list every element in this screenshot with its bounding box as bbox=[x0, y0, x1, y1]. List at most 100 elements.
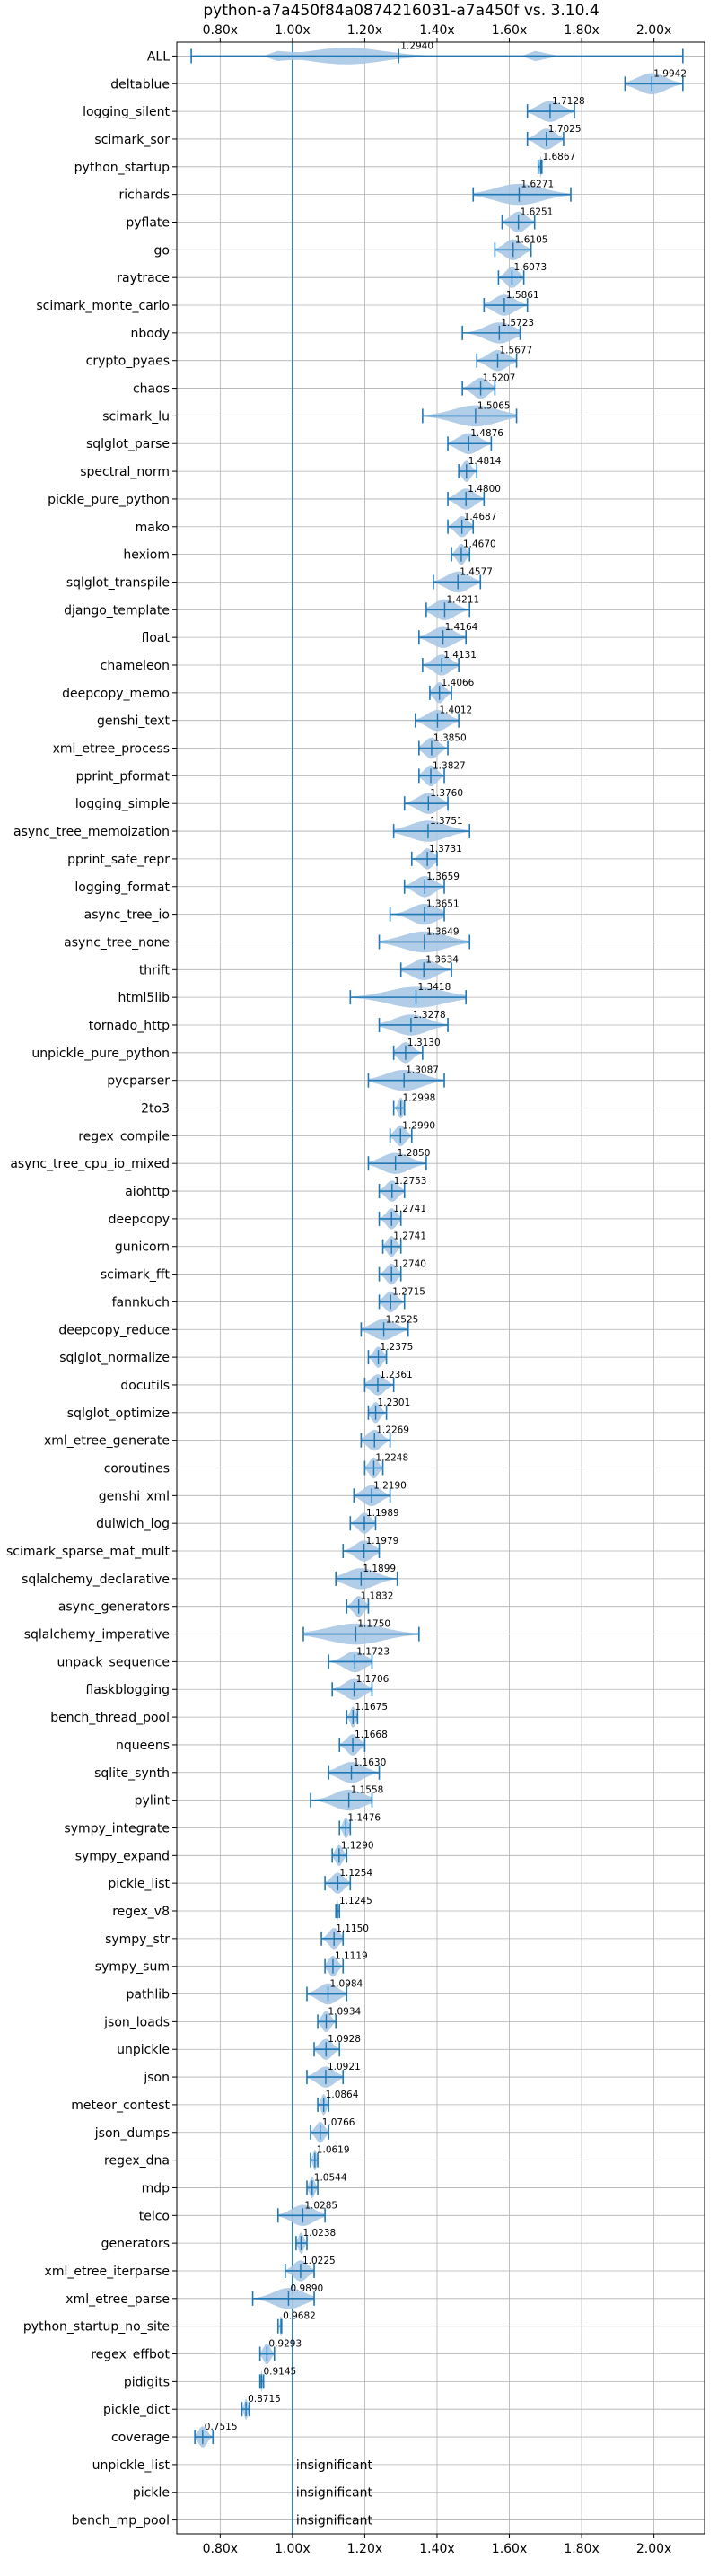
benchmark-label: bench_thread_pool bbox=[50, 1711, 170, 1725]
grid-layer bbox=[177, 42, 705, 2534]
benchmark-label: pickle_list bbox=[108, 1877, 170, 1891]
benchmark-label: sympy_sum bbox=[95, 1960, 170, 1975]
benchmark-label: django_template bbox=[64, 603, 170, 618]
benchmark-label: bench_mp_pool bbox=[72, 2514, 170, 2528]
benchmark-label: raytrace bbox=[117, 271, 170, 285]
x-tick-label-top: 1.20x bbox=[347, 23, 382, 38]
value-label: 1.3087 bbox=[406, 1065, 439, 1076]
value-label: 0.9682 bbox=[283, 2311, 316, 2322]
benchmark-label: sqlglot_parse bbox=[86, 437, 170, 451]
value-label: 1.1150 bbox=[336, 1923, 369, 1934]
benchmark-label: sqlglot_normalize bbox=[59, 1351, 170, 1365]
value-label: 1.6251 bbox=[521, 206, 554, 217]
value-label: 1.1476 bbox=[347, 1812, 381, 1823]
benchmark-label: xml_etree_parse bbox=[66, 2292, 170, 2307]
value-label: 1.2375 bbox=[381, 1342, 414, 1353]
benchmark-label: unpickle_list bbox=[92, 2458, 171, 2473]
benchmark-label: mdp bbox=[142, 2181, 171, 2195]
benchmark-label: pickle_dict bbox=[103, 2403, 171, 2417]
value-label: 1.5861 bbox=[506, 290, 539, 301]
value-label: 1.3827 bbox=[433, 760, 466, 771]
benchmark-label: pickle bbox=[133, 2486, 170, 2501]
value-label: 1.1254 bbox=[339, 1868, 372, 1879]
benchmark-label: nqueens bbox=[116, 1739, 170, 1753]
value-label: 1.2525 bbox=[386, 1314, 419, 1325]
value-label: 1.2741 bbox=[393, 1231, 426, 1242]
value-label: 1.1899 bbox=[363, 1564, 396, 1574]
value-label: 1.1668 bbox=[355, 1730, 388, 1740]
benchmark-label: mako bbox=[136, 521, 170, 535]
value-label: 1.4164 bbox=[445, 622, 478, 633]
benchmark-label: scimark_lu bbox=[102, 409, 170, 424]
benchmark-label: telco bbox=[139, 2209, 170, 2223]
benchmark-label: pylint bbox=[135, 1794, 171, 1809]
benchmark-label: logging_format bbox=[74, 881, 170, 895]
chart-title: python-a7a450f84a0874216031-a7a450f vs. … bbox=[203, 2, 599, 20]
insignificant-label: insignificant bbox=[296, 2486, 373, 2501]
value-label: 1.0225 bbox=[302, 2256, 336, 2266]
benchmark-label: hexiom bbox=[123, 548, 170, 563]
x-tick-label-bottom: 1.00x bbox=[275, 2542, 310, 2556]
benchmark-label: async_generators bbox=[58, 1600, 170, 1615]
benchmark-label: gunicorn bbox=[115, 1240, 170, 1255]
value-label: 1.7025 bbox=[548, 124, 582, 135]
benchmark-label: python_startup_no_site bbox=[23, 2320, 170, 2335]
benchmark-label: crypto_pyaes bbox=[86, 355, 170, 369]
benchmark-label: genshi_text bbox=[97, 714, 171, 729]
value-label: 1.2361 bbox=[380, 1370, 413, 1380]
benchmark-label: logging_simple bbox=[75, 797, 170, 811]
benchmark-label: sympy_str bbox=[105, 1932, 170, 1947]
value-label: 1.1750 bbox=[357, 1619, 390, 1630]
axis-layer: 0.80x 0.80x 1.00x 1.00x 1.20x 1.20x 1.40x 1.40x… bbox=[6, 23, 705, 2556]
value-label: 1.3751 bbox=[430, 816, 463, 827]
value-label: 1.2248 bbox=[375, 1452, 408, 1463]
value-label: 1.1119 bbox=[335, 1951, 368, 1962]
benchmark-label: deepcopy bbox=[109, 1213, 170, 1227]
benchmark-label: float bbox=[142, 631, 171, 645]
value-label: 1.0928 bbox=[328, 2034, 361, 2045]
benchmark-label: genshi_xml bbox=[99, 1489, 170, 1503]
benchmark-label: html5lib bbox=[118, 991, 171, 1005]
benchmark-label: flaskblogging bbox=[85, 1683, 170, 1697]
value-label: 1.0619 bbox=[317, 2145, 350, 2156]
value-label: 1.1979 bbox=[366, 1536, 399, 1546]
benchmark-label: regex_effbot bbox=[91, 2348, 170, 2362]
value-label: 1.3130 bbox=[407, 1038, 441, 1048]
benchmark-label: pickle_pure_python bbox=[48, 493, 170, 507]
benchmark-label: ALL bbox=[147, 49, 170, 64]
benchmark-label: pyflate bbox=[126, 215, 170, 230]
benchmark-label: nbody bbox=[131, 327, 171, 341]
benchmark-label: scimark_monte_carlo bbox=[36, 299, 170, 313]
benchmark-label: tornado_http bbox=[89, 1019, 170, 1033]
benchmark-label: chaos bbox=[133, 382, 170, 397]
value-label: 1.0864 bbox=[326, 2090, 359, 2100]
value-label: 1.3731 bbox=[429, 844, 462, 854]
value-label: 1.1245 bbox=[339, 1896, 372, 1906]
value-label: 0.7515 bbox=[205, 2422, 238, 2432]
benchmark-label: scimark_sparse_mat_mult bbox=[6, 1545, 170, 1559]
value-label: 1.3760 bbox=[430, 788, 463, 799]
insignificant-label: insignificant bbox=[296, 2458, 373, 2473]
value-label: 1.1630 bbox=[354, 1757, 387, 1768]
benchmark-label: dulwich_log bbox=[96, 1517, 170, 1531]
benchmark-label: xml_etree_iterparse bbox=[45, 2265, 170, 2279]
benchmark-label: json_dumps bbox=[94, 2126, 170, 2141]
value-label: 1.5207 bbox=[483, 373, 516, 384]
value-label: 1.4577 bbox=[460, 566, 493, 577]
benchmark-label: fannkuch bbox=[112, 1295, 170, 1310]
x-tick-label-top: 1.00x bbox=[275, 23, 310, 38]
benchmark-label: pycparser bbox=[107, 1074, 170, 1089]
benchmark-label: xml_etree_process bbox=[53, 742, 170, 757]
value-label: 1.2715 bbox=[392, 1286, 425, 1297]
benchmark-label: async_tree_io bbox=[84, 908, 170, 923]
benchmark-label: regex_v8 bbox=[112, 1905, 170, 1919]
benchmark-label: coverage bbox=[111, 2431, 170, 2445]
value-label: 1.1832 bbox=[361, 1591, 394, 1602]
value-label: 1.1989 bbox=[366, 1508, 399, 1519]
plot-frame bbox=[176, 41, 705, 2535]
benchmark-label: generators bbox=[101, 2237, 170, 2251]
insignificant-label: insignificant bbox=[296, 2514, 373, 2528]
value-label: 0.8715 bbox=[248, 2394, 281, 2405]
value-label: 1.1558 bbox=[351, 1785, 384, 1796]
value-label: 1.6271 bbox=[521, 180, 554, 190]
